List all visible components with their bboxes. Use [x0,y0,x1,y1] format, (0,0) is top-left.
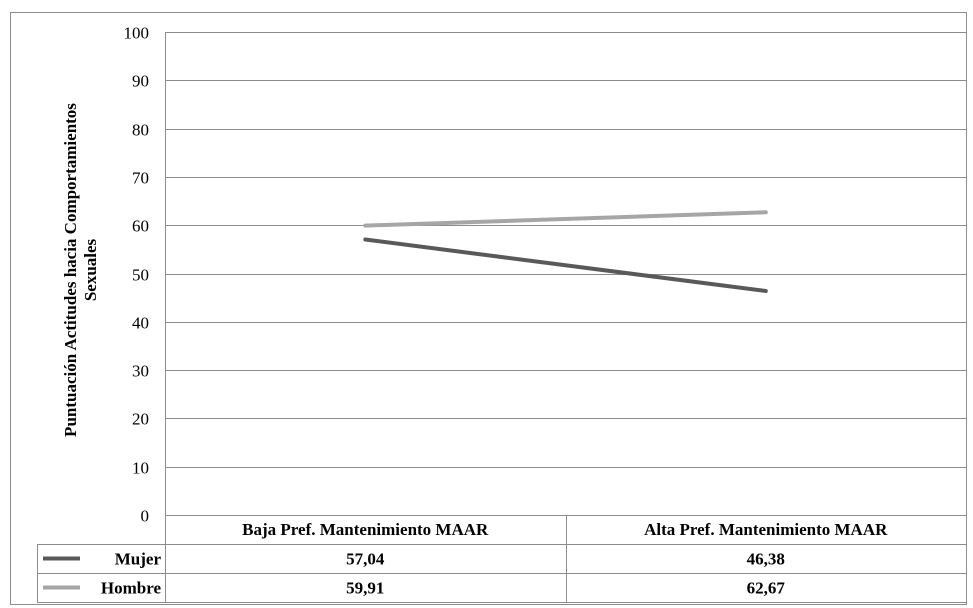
data-table: Baja Pref. Mantenimiento MAAR Alta Pref. … [37,515,967,603]
y-tick-label: 90 [132,72,149,91]
y-tick-label: 0 [141,507,150,526]
y-axis-title-line-2: Sexuales [81,238,100,301]
gridlines [165,32,966,515]
y-tick-label: 20 [132,410,149,429]
y-axis-title-line-1: Puntuación Actitudes hacia Comportamient… [61,103,80,437]
y-tick-label: 40 [132,314,149,333]
series-line-mujer [363,237,768,293]
data-label: 59,91 [346,579,384,598]
y-tick-label: 30 [132,362,149,381]
category-label: Baja Pref. Mantenimiento MAAR [242,520,489,539]
data-label: 46,38 [747,550,785,569]
category-label: Alta Pref. Mantenimiento MAAR [644,520,888,539]
data-label: 57,04 [346,550,385,569]
y-tick-label: 100 [124,24,150,43]
chart-frame [10,12,967,605]
y-tick-label: 80 [132,121,149,140]
series-lines [363,210,768,293]
y-tick-label: 60 [132,217,149,236]
y-tick-label: 70 [132,169,149,188]
series-line-hombre [363,210,768,228]
y-tick-labels: 0 10 20 30 40 50 60 70 80 90 100 [124,24,150,526]
y-tick-label: 10 [132,459,149,478]
data-label: 62,67 [747,579,786,598]
legend-label-mujer: Mujer [115,550,162,569]
y-axis-title: Puntuación Actitudes hacia Comportamient… [61,103,100,437]
legend-label-hombre: Hombre [101,579,162,598]
y-tick-label: 50 [132,266,149,285]
